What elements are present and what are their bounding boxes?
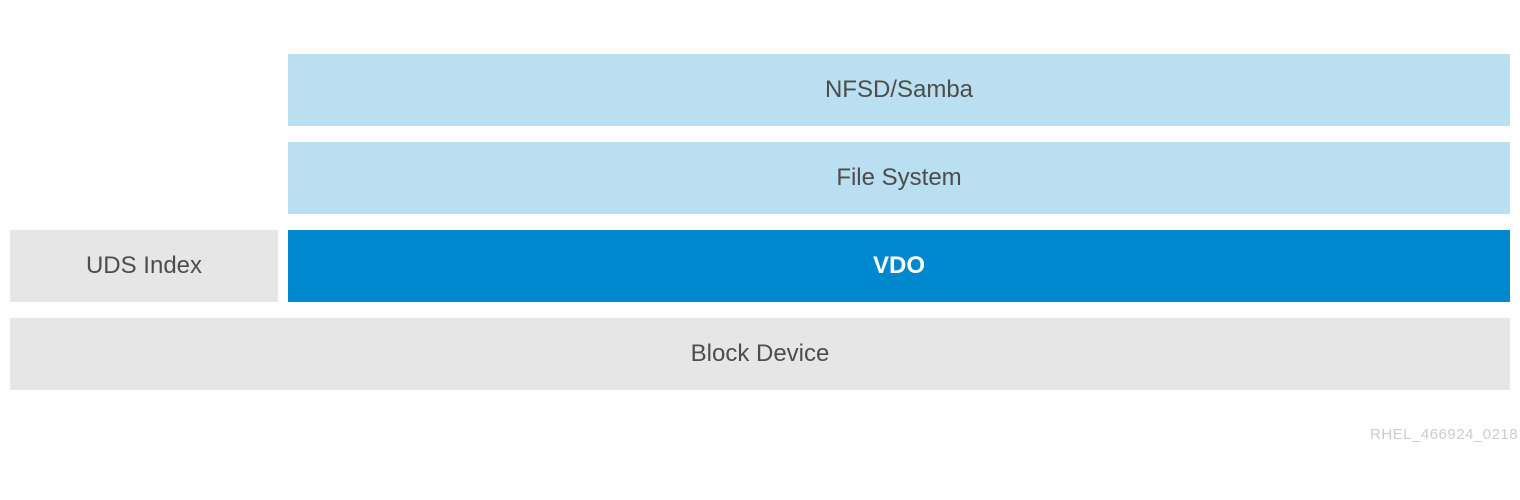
- layer-nfsd-samba: NFSD/Samba: [288, 54, 1510, 126]
- layer-label: NFSD/Samba: [825, 76, 973, 104]
- layer-label: Block Device: [691, 340, 830, 368]
- layer-vdo: VDO: [288, 230, 1510, 302]
- vdo-stack-diagram: NFSD/Samba File System UDS Index VDO Blo…: [0, 0, 1520, 500]
- footer-reference-id: RHEL_466924_0218: [1370, 426, 1518, 443]
- layer-uds-index: UDS Index: [10, 230, 278, 302]
- layer-block-device: Block Device: [10, 318, 1510, 390]
- layer-label: VDO: [873, 252, 925, 280]
- layer-label: UDS Index: [86, 252, 202, 280]
- layer-file-system: File System: [288, 142, 1510, 214]
- layer-label: File System: [836, 164, 961, 192]
